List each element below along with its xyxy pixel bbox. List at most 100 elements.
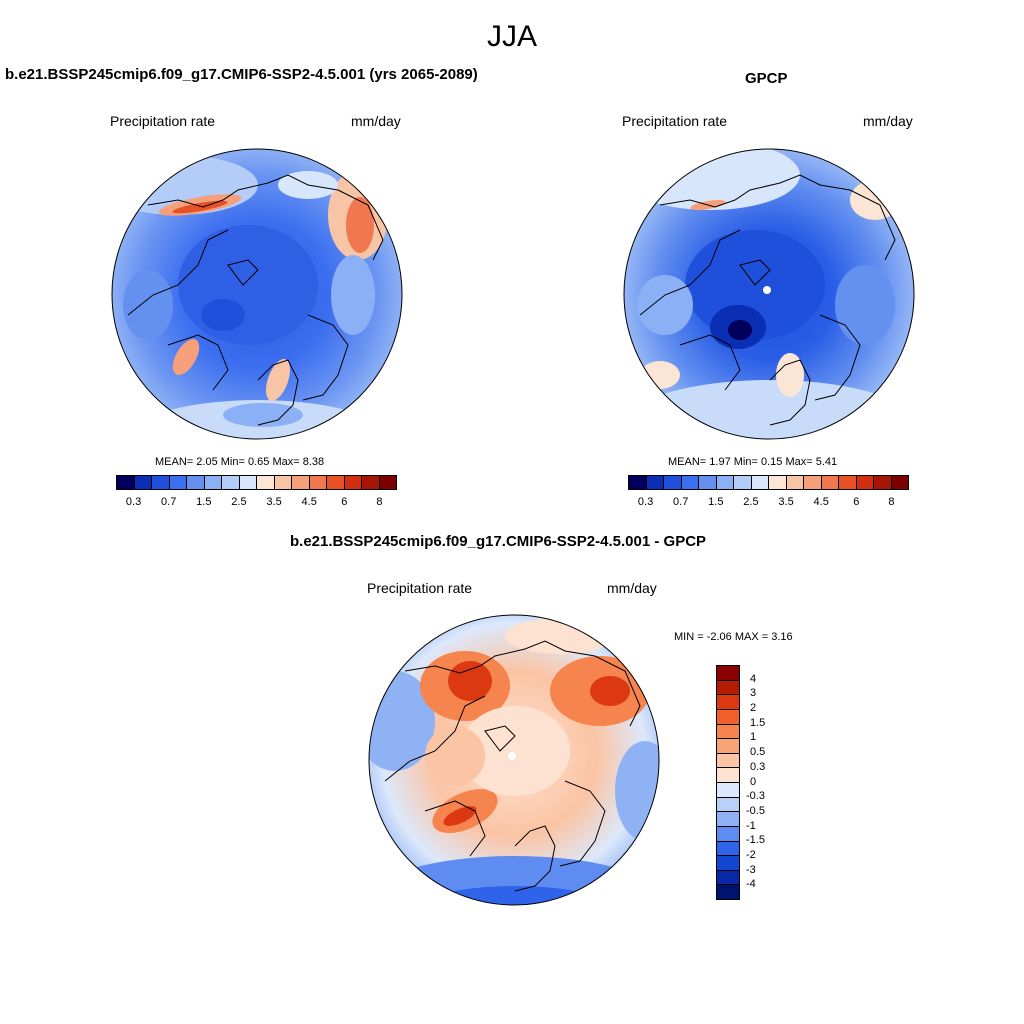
model-min-label: Min= xyxy=(220,456,245,468)
diff-max-value: 3.16 xyxy=(771,631,793,643)
colorbar-tick-label: 2 xyxy=(750,702,757,715)
colorbar-swatch xyxy=(327,476,345,489)
colorbar-tick-label: 0.7 xyxy=(673,496,689,508)
colorbar-tick-label: 4 xyxy=(750,672,757,685)
colorbar-swatch xyxy=(646,476,664,489)
colorbar-swatch xyxy=(717,841,739,857)
model-panel-title: b.e21.BSSP245cmip6.f09_g17.CMIP6-SSP2-4.… xyxy=(5,66,478,83)
colorbar-tick-label: 4.5 xyxy=(813,496,829,508)
colorbar-tick-label: -1 xyxy=(746,819,756,832)
colorbar-tick-label: 3.5 xyxy=(778,496,794,508)
colorbar-swatch xyxy=(717,666,739,681)
model-units-label: mm/day xyxy=(351,113,401,129)
colorbar-swatch xyxy=(292,476,310,489)
obs-min-value: 0.15 xyxy=(760,456,783,468)
model-colorbar xyxy=(116,475,397,490)
colorbar-tick-label: 0.7 xyxy=(161,496,177,508)
colorbar-tick-label: 0.3 xyxy=(125,496,142,508)
obs-max-label: Max= xyxy=(785,456,813,468)
colorbar-swatch xyxy=(152,476,170,489)
colorbar-swatch xyxy=(717,753,739,769)
diff-variable-label: Precipitation rate xyxy=(367,580,473,596)
colorbar-tick-label: 3 xyxy=(750,687,757,700)
colorbar-swatch xyxy=(274,476,292,489)
model-max-label: Max= xyxy=(272,456,300,468)
diff-coastlines xyxy=(384,640,641,892)
obs-pole-gap xyxy=(763,286,771,294)
diff-stats: MIN = -2.06 MAX = 3.16 xyxy=(674,631,793,643)
colorbar-swatch xyxy=(717,885,739,899)
colorbar-swatch xyxy=(717,739,739,754)
model-polar-map xyxy=(111,148,403,440)
colorbar-tick-label: -3 xyxy=(746,863,756,876)
colorbar-tick-label: 1.5 xyxy=(750,716,766,729)
colorbar-tick-label: 0.3 xyxy=(637,496,654,508)
obs-stats: MEAN= 1.97 Min= 0.15 Max= 5.41 xyxy=(668,456,837,468)
model-colorbar-labels: 0.3 0.7 1.5 2.5 3.5 4.5 6 8 xyxy=(116,496,397,510)
colorbar-tick-label: 2.5 xyxy=(743,496,759,508)
colorbar-swatch xyxy=(699,476,717,489)
model-mean-label: MEAN= xyxy=(155,456,194,468)
colorbar-swatch xyxy=(717,812,739,827)
obs-min-label: Min= xyxy=(733,456,758,468)
colorbar-tick-label: 6 xyxy=(341,496,348,508)
model-min-value: 0.65 xyxy=(247,456,270,468)
obs-units-label: mm/day xyxy=(863,113,913,129)
colorbar-swatch xyxy=(751,476,769,489)
colorbar-swatch xyxy=(717,826,739,842)
colorbar-swatch xyxy=(734,476,752,489)
colorbar-swatch xyxy=(804,476,822,489)
colorbar-tick-label: 0.5 xyxy=(750,746,766,759)
diff-min-value: -2.06 xyxy=(706,631,732,643)
diff-units-label: mm/day xyxy=(607,580,657,596)
colorbar-swatch xyxy=(717,870,739,886)
obs-panel-title: GPCP xyxy=(745,70,788,87)
colorbar-swatch xyxy=(874,476,892,489)
colorbar-tick-label: 0 xyxy=(750,775,757,788)
colorbar-swatch xyxy=(717,695,739,710)
colorbar-swatch xyxy=(257,476,275,489)
colorbar-swatch xyxy=(664,476,682,489)
colorbar-swatch xyxy=(362,476,380,489)
colorbar-swatch xyxy=(716,476,734,489)
colorbar-swatch xyxy=(891,476,908,489)
model-variable-label: Precipitation rate xyxy=(110,113,216,129)
colorbar-swatch xyxy=(629,476,647,489)
obs-colorbar-labels: 0.3 0.7 1.5 2.5 3.5 4.5 6 8 xyxy=(628,496,909,510)
obs-variable-label: Precipitation rate xyxy=(622,113,728,129)
colorbar-tick-label: 1.5 xyxy=(196,496,212,508)
obs-coastlines xyxy=(639,174,896,426)
obs-max-value: 5.41 xyxy=(815,456,838,468)
colorbar-swatch xyxy=(309,476,327,489)
model-coastlines xyxy=(127,174,384,426)
diff-pole-gap xyxy=(508,752,516,760)
colorbar-swatch xyxy=(769,476,787,489)
colorbar-swatch xyxy=(681,476,699,489)
colorbar-tick-label: -4 xyxy=(746,878,756,891)
colorbar-swatch xyxy=(134,476,152,489)
page-title: JJA xyxy=(486,20,537,53)
colorbar-tick-label: 8 xyxy=(376,496,383,508)
model-mean-value: 2.05 xyxy=(196,456,218,468)
colorbar-swatch xyxy=(169,476,187,489)
colorbar-swatch xyxy=(717,768,739,783)
colorbar-tick-label: 8 xyxy=(888,496,895,508)
obs-colorbar xyxy=(628,475,909,490)
colorbar-swatch xyxy=(379,476,396,489)
obs-mean-label: MEAN= xyxy=(668,456,707,468)
colorbar-swatch xyxy=(856,476,874,489)
colorbar-tick-label: 0.3 xyxy=(750,760,766,773)
diff-max-label: MAX = xyxy=(734,631,769,643)
colorbar-tick-label: 6 xyxy=(853,496,860,508)
colorbar-swatch xyxy=(717,783,739,798)
colorbar-swatch xyxy=(717,856,739,871)
diff-colorbar-labels: 4 3 2 1.5 1 0.5 0.3 0 -0.3 -0.5 -1 -1.5 -2 -3 -4 xyxy=(746,665,786,900)
colorbar-swatch xyxy=(222,476,240,489)
colorbar-tick-label: 4.5 xyxy=(301,496,317,508)
colorbar-tick-label: 2.5 xyxy=(231,496,247,508)
model-stats: MEAN= 2.05 Min= 0.65 Max= 8.38 xyxy=(155,456,324,468)
model-max-value: 8.38 xyxy=(302,456,325,468)
diff-panel-title: b.e21.BSSP245cmip6.f09_g17.CMIP6-SSP2-4.… xyxy=(290,533,707,550)
diff-min-label: MIN = xyxy=(674,631,704,643)
colorbar-swatch xyxy=(239,476,257,489)
